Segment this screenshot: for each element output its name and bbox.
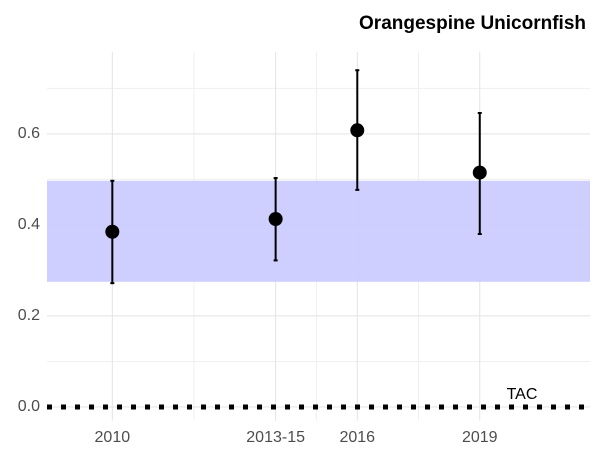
chart-title: Orangespine Unicornfish: [359, 13, 586, 34]
y-tick-label: 0.6: [18, 125, 40, 142]
reference-label: TAC: [507, 386, 538, 403]
x-tick-label: 2019: [462, 429, 498, 446]
point: [268, 212, 283, 227]
point: [105, 224, 120, 239]
point: [350, 123, 365, 138]
band: [47, 180, 590, 282]
point: [472, 165, 487, 180]
x-tick-label: 2010: [95, 429, 131, 446]
x-tick-label: 2013-15: [246, 429, 305, 446]
y-tick-label: 0.4: [18, 216, 40, 233]
y-tick-label: 0.2: [18, 307, 40, 324]
y-tick-label: 0.0: [18, 398, 40, 415]
x-tick-label: 2016: [339, 429, 375, 446]
